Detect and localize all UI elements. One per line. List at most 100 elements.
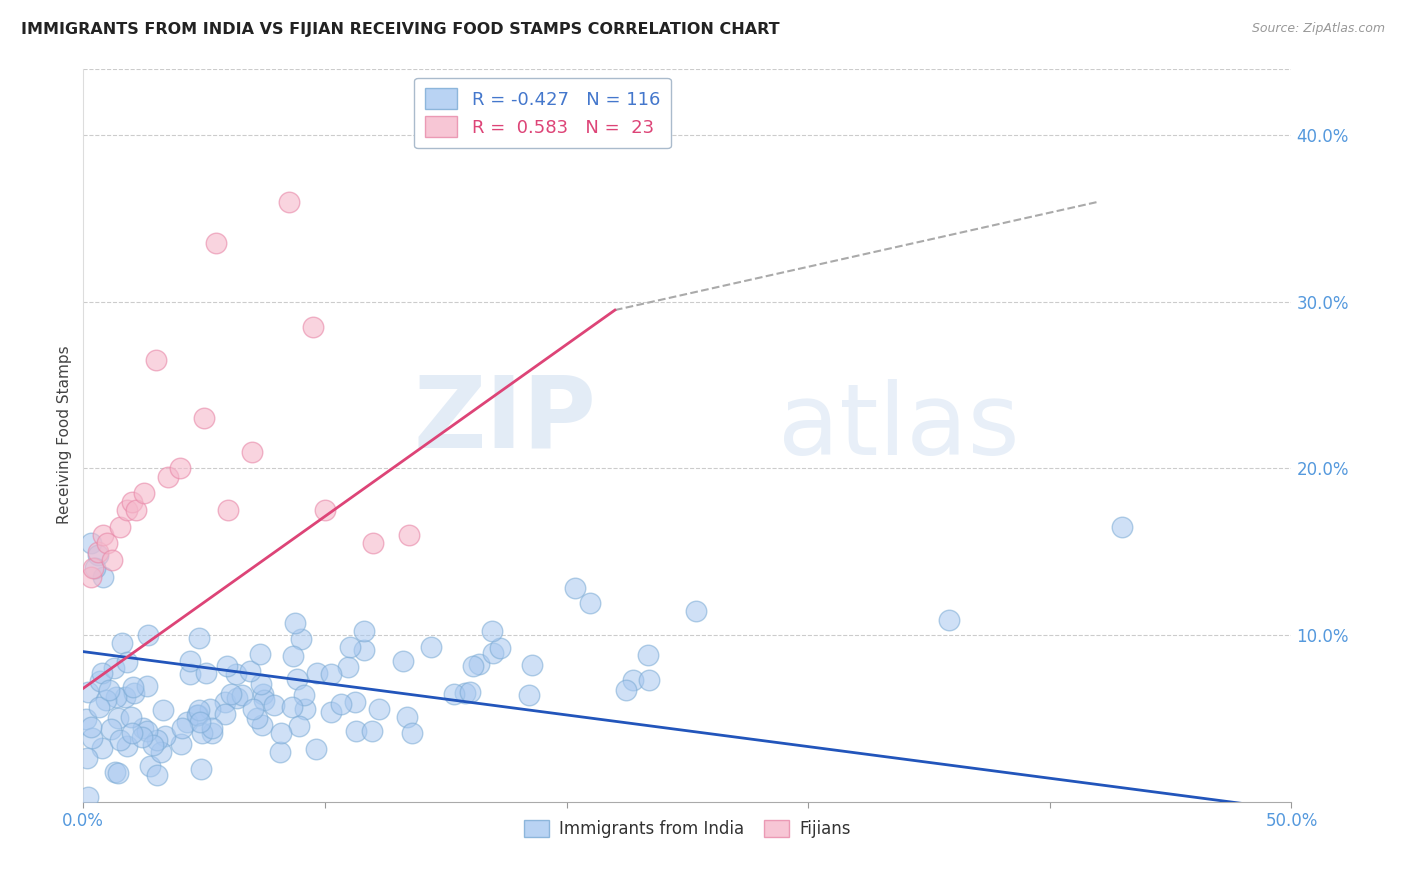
Point — [489, 641, 512, 656]
Point — [170, 737, 193, 751]
Point — [269, 745, 291, 759]
Point — [225, 666, 247, 681]
Point — [107, 711, 129, 725]
Point — [520, 657, 543, 672]
Point — [242, 444, 264, 458]
Point — [314, 503, 336, 517]
Point — [214, 695, 236, 709]
Point — [79, 569, 101, 583]
Point — [194, 665, 217, 680]
Point — [84, 561, 107, 575]
Point — [319, 667, 342, 681]
Point — [344, 695, 367, 709]
Point — [242, 702, 264, 716]
Point — [217, 658, 239, 673]
Point — [114, 690, 136, 705]
Point — [329, 697, 352, 711]
Point — [108, 519, 131, 533]
Point — [468, 657, 491, 672]
Point — [91, 569, 114, 583]
Point — [249, 647, 271, 661]
Point — [190, 762, 212, 776]
Point — [637, 673, 659, 687]
Point — [305, 741, 328, 756]
Point — [186, 708, 208, 723]
Point — [198, 702, 221, 716]
Point — [246, 711, 269, 725]
Point — [270, 726, 292, 740]
Point — [146, 732, 169, 747]
Point — [305, 665, 328, 680]
Point — [239, 664, 262, 678]
Point — [292, 689, 315, 703]
Point — [132, 722, 155, 736]
Point — [125, 503, 148, 517]
Point — [82, 561, 104, 575]
Point — [302, 319, 325, 334]
Point — [1111, 519, 1133, 533]
Point — [79, 536, 101, 550]
Point — [179, 654, 201, 668]
Point — [169, 461, 191, 475]
Point — [179, 666, 201, 681]
Point — [187, 708, 209, 723]
Point — [115, 739, 138, 753]
Point — [214, 706, 236, 721]
Point — [360, 723, 382, 738]
Point — [250, 677, 273, 691]
Point — [136, 627, 159, 641]
Point — [188, 715, 211, 730]
Point — [188, 703, 211, 717]
Point — [142, 738, 165, 752]
Point — [122, 686, 145, 700]
Point — [111, 636, 134, 650]
Point — [294, 702, 316, 716]
Point — [193, 411, 215, 425]
Point — [136, 679, 159, 693]
Point — [87, 544, 110, 558]
Point — [253, 693, 276, 707]
Point — [344, 723, 367, 738]
Point — [115, 656, 138, 670]
Point — [96, 536, 118, 550]
Point — [458, 684, 481, 698]
Point — [578, 596, 600, 610]
Point — [420, 640, 443, 654]
Point — [353, 643, 375, 657]
Point — [152, 703, 174, 717]
Point — [685, 604, 707, 618]
Point — [91, 666, 114, 681]
Point — [443, 687, 465, 701]
Point — [200, 726, 222, 740]
Legend: Immigrants from India, Fijians: Immigrants from India, Fijians — [517, 813, 858, 845]
Point — [461, 659, 484, 673]
Point — [156, 469, 179, 483]
Point — [225, 690, 247, 705]
Point — [115, 503, 138, 517]
Point — [91, 528, 114, 542]
Point — [120, 709, 142, 723]
Y-axis label: Receiving Food Stamps: Receiving Food Stamps — [58, 346, 72, 524]
Point — [98, 682, 121, 697]
Point — [217, 503, 239, 517]
Text: atlas: atlas — [778, 379, 1019, 476]
Point — [201, 721, 224, 735]
Point — [938, 613, 960, 627]
Point — [252, 687, 274, 701]
Point — [153, 729, 176, 743]
Point — [191, 725, 214, 739]
Point — [89, 674, 111, 689]
Point — [637, 648, 659, 662]
Point — [176, 715, 198, 730]
Point — [82, 731, 104, 745]
Point — [368, 702, 391, 716]
Point — [187, 631, 209, 645]
Point — [252, 718, 274, 732]
Point — [121, 494, 143, 508]
Point — [105, 690, 128, 704]
Point — [139, 759, 162, 773]
Point — [145, 353, 167, 368]
Point — [277, 194, 299, 209]
Point — [145, 768, 167, 782]
Point — [104, 765, 127, 780]
